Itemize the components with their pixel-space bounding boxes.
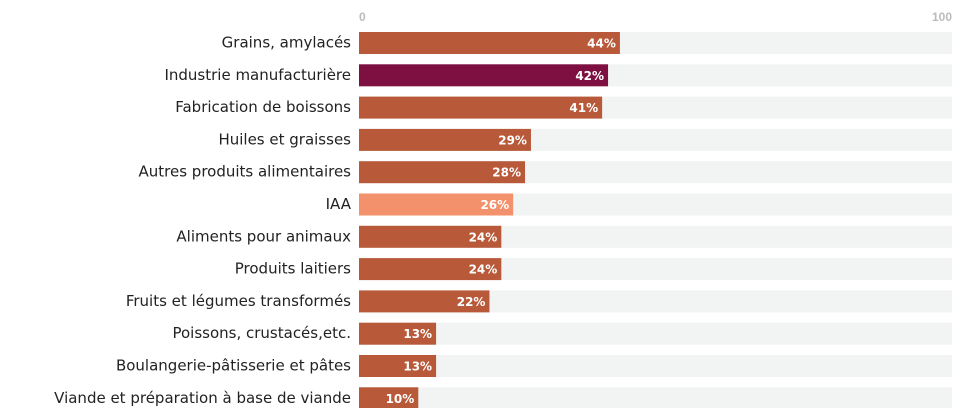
value-label: 13%	[403, 327, 432, 341]
bar-track	[359, 258, 952, 281]
value-label: 22%	[457, 295, 486, 309]
x-tick-label: 100	[932, 10, 952, 24]
value-label: 10%	[386, 392, 415, 406]
bar	[359, 128, 531, 151]
bar	[359, 258, 502, 281]
bar-track	[359, 355, 952, 377]
bar-track	[359, 225, 952, 248]
category-label: Poissons, crustacés,etc.	[172, 324, 351, 342]
category-label: IAA	[326, 195, 352, 213]
category-label: Autres produits alimentaires	[139, 163, 352, 181]
bar	[359, 193, 514, 216]
category-label: Aliments pour animaux	[176, 227, 351, 245]
bar	[359, 355, 437, 377]
category-label: Industrie manufacturière	[164, 66, 351, 84]
bar-track	[359, 387, 952, 408]
value-label: 44%	[587, 37, 616, 51]
value-label: 24%	[469, 230, 498, 244]
category-label: Fabrication de boissons	[175, 98, 351, 116]
category-label: Fruits et légumes transformés	[126, 292, 351, 310]
value-label: 29%	[498, 133, 527, 147]
value-label: 24%	[469, 263, 498, 277]
category-label: Boulangerie-pâtisserie et pâtes	[116, 357, 351, 375]
value-label: 13%	[403, 360, 432, 374]
value-label: 41%	[569, 101, 598, 115]
bar-track	[359, 290, 952, 313]
x-tick-label: 0	[359, 10, 366, 24]
bar	[359, 290, 490, 313]
bar	[359, 225, 502, 248]
value-label: 28%	[492, 166, 521, 180]
bar	[359, 96, 603, 119]
category-label: Huiles et graisses	[218, 130, 351, 148]
value-label: 26%	[480, 198, 509, 212]
bar	[359, 32, 620, 54]
bar	[359, 387, 419, 408]
category-label: Grains, amylacés	[222, 34, 352, 52]
bar-track	[359, 322, 952, 345]
bar	[359, 322, 437, 345]
bar	[359, 64, 609, 87]
category-label: Produits laitiers	[235, 260, 351, 278]
bar	[359, 161, 526, 184]
category-label: Viande et préparation à base de viande	[54, 389, 351, 407]
value-label: 42%	[575, 69, 604, 83]
